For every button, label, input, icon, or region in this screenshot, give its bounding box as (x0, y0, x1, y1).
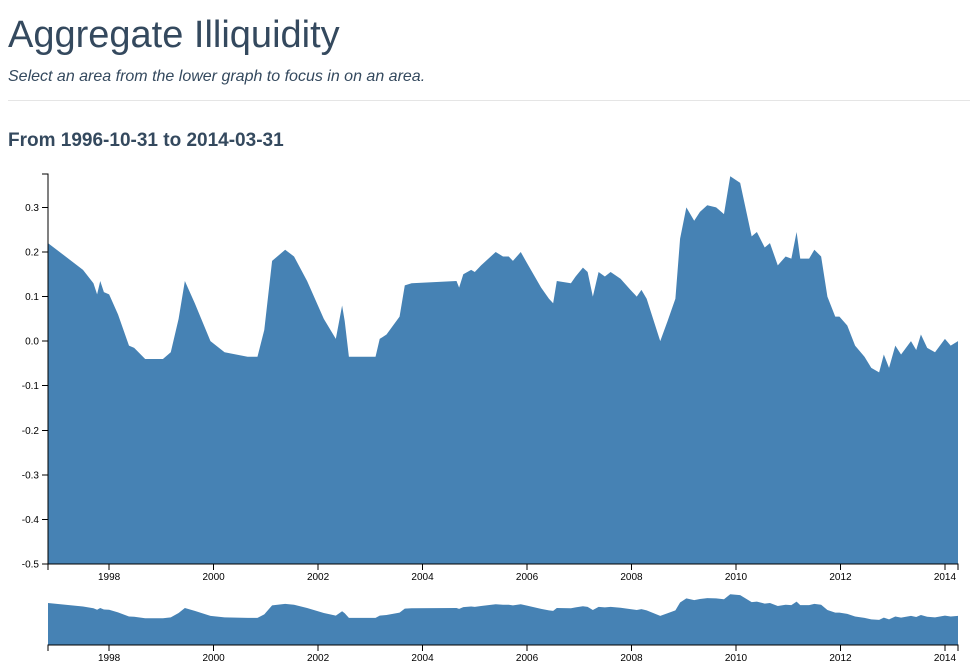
x-tick-label: 2000 (202, 572, 225, 583)
x-tick-label: 2006 (516, 572, 539, 583)
x-tick-label: 1998 (98, 572, 121, 583)
x-tick-label: 2008 (620, 653, 643, 664)
x-tick-label: 2006 (516, 653, 539, 664)
x-tick-label: 2010 (725, 572, 748, 583)
x-tick-label: 2008 (620, 572, 643, 583)
y-tick-label: 0.2 (25, 248, 39, 259)
y-tick-label: 0.1 (25, 292, 39, 303)
y-axis (42, 173, 49, 565)
y-tick-label: -0.5 (22, 560, 40, 571)
brush-area[interactable] (48, 594, 958, 645)
x-axis (47, 644, 959, 651)
area (48, 176, 958, 564)
y-tick-label: 0.0 (25, 337, 39, 348)
x-tick-label: 2012 (829, 572, 852, 583)
y-tick-label: -0.1 (22, 381, 40, 392)
y-tick-label: -0.2 (22, 426, 40, 437)
area (48, 594, 958, 645)
x-tick-label: 2014 (934, 572, 957, 583)
x-tick-label: 2012 (829, 653, 852, 664)
x-tick-label: 2004 (411, 653, 434, 664)
x-tick-label: 2002 (307, 572, 330, 583)
x-tick-label: 2004 (411, 572, 434, 583)
page-subtitle: Select an area from the lower graph to f… (8, 68, 426, 85)
x-tick-label: 2014 (934, 653, 957, 664)
divider (8, 100, 970, 101)
x-tick-label: 1998 (98, 653, 121, 664)
x-axis (47, 563, 959, 570)
y-tick-label: -0.4 (22, 515, 40, 526)
x-tick-label: 2010 (725, 653, 748, 664)
x-tick-label: 2002 (307, 653, 330, 664)
page-title: Aggregate Illiquidity (8, 14, 340, 56)
chart-title: From 1996-10-31 to 2014-03-31 (8, 130, 284, 151)
y-tick-label: -0.3 (22, 470, 40, 481)
y-tick-label: 0.3 (25, 203, 39, 214)
x-tick-label: 2000 (202, 653, 225, 664)
